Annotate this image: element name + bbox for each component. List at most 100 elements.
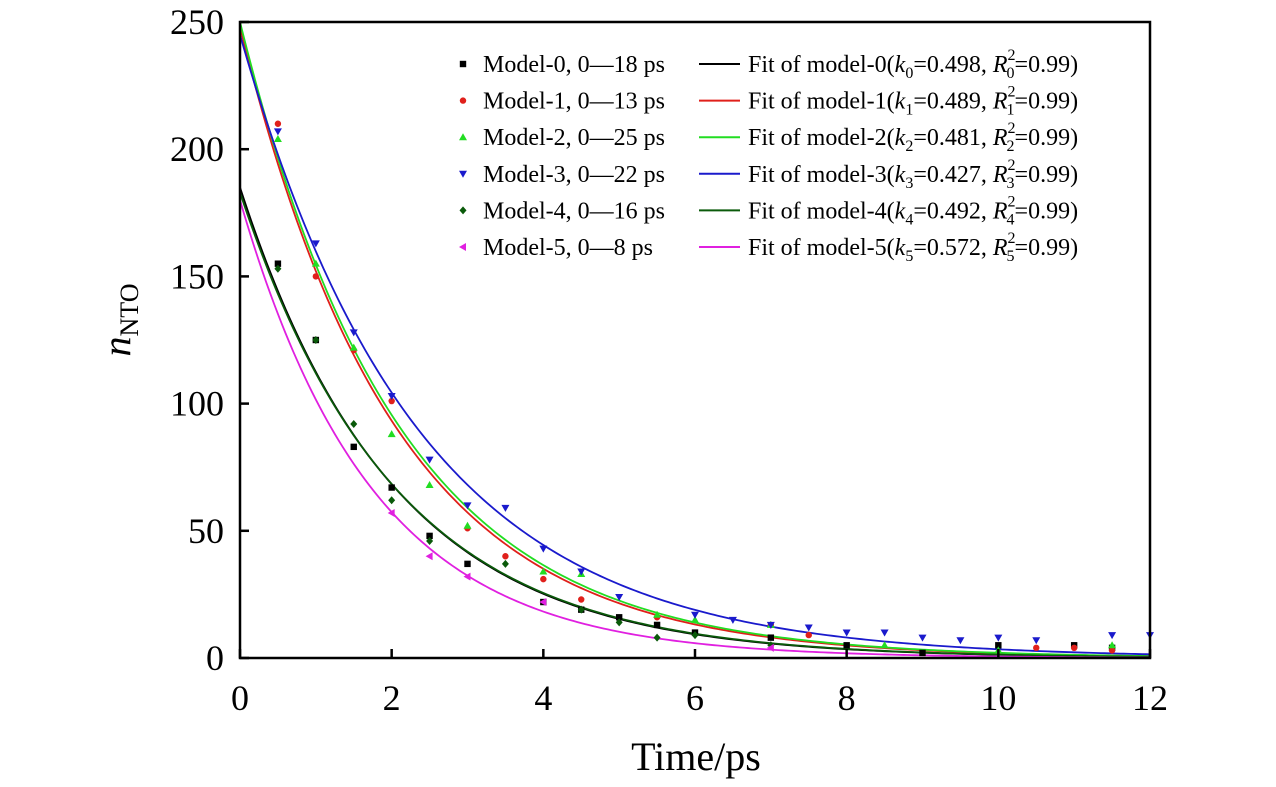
data-point-model-4 [312,336,320,344]
legend-fit-text: R [992,162,1008,188]
data-point-model-3 [501,504,510,512]
legend-fit-label-model-0: Fit of model-0(k0=0.498, R2 0=0.99) [748,47,1078,82]
data-point-model-3 [577,568,586,576]
legend-fit-text: ( [887,52,895,78]
data-point-model-2 [349,343,358,351]
data-point-model-0 [995,642,1002,649]
data-point-model-0 [843,642,850,649]
legend-fit-text: k [895,125,906,151]
legend-fit-text: 0 [1007,65,1015,82]
data-point-model-5 [425,552,433,561]
legend-fit-text: R [992,89,1008,115]
data-point-model-2 [653,610,662,618]
legend-fit-text: =0.99) [1015,89,1079,115]
x-tick-label: 2 [383,678,401,718]
data-point-model-3 [311,240,320,248]
legend-fit-text: Fit of model-1 [748,89,887,115]
legend-fit-text: 2 [905,138,913,155]
y-tick-label: 200 [170,129,224,169]
legend-fit-label-model-1: Fit of model-1(k1=0.489, R2 1=0.99) [748,84,1078,119]
data-point-model-3 [273,128,282,136]
y-tick-label: 250 [170,2,224,42]
legend-fit-label-model-4: Fit of model-4(k4=0.492, R2 4=0.99) [748,193,1078,228]
data-point-model-4 [577,605,585,614]
data-point-model-1 [388,397,395,405]
data-point-model-2 [425,481,434,489]
legend-fit-text: 4 [905,211,913,228]
data-point-model-4 [350,419,358,428]
legend-fit-text: k [895,162,906,188]
legend-fit-text: Fit of model-3 [748,162,887,188]
data-point-model-1 [1108,647,1116,654]
legend-fit-text: 1 [1007,102,1015,119]
legend-fit-text: =0.99) [1015,198,1079,224]
data-point-model-0 [767,634,775,641]
legend-fit-text: 2 [1008,157,1016,174]
data-point-model-3 [1032,637,1041,645]
data-point-model-3 [728,616,737,624]
data-point-model-4 [388,496,396,505]
legend-fit-text: =0.99) [1015,125,1079,151]
data-point-model-3 [994,634,1003,642]
data-point-model-2 [273,135,282,143]
legend-label-model-2: Model-2, 0—25 ps [483,125,665,151]
legend-fit-label-model-2: Fit of model-2(k2=0.481, R2 2=0.99) [748,120,1078,155]
legend-fit-text: 2 [1008,84,1016,101]
data-point-model-4 [615,618,623,627]
x-tick-label: 8 [838,678,856,718]
data-point-model-3 [615,593,624,601]
legend-fit-text: 2 [1008,120,1016,137]
legend-fit-text: =0.99) [1015,235,1079,261]
x-tick-label: 0 [231,678,249,718]
legend-fit-text: R [992,125,1008,151]
legend-fit-text: ( [887,235,895,261]
legend-fit-text: k [895,198,906,224]
legend-fit-text: =0.99) [1015,162,1079,188]
legend-fit-text: Fit of model-5 [748,235,887,261]
legend-marker-model-1 [459,97,467,104]
data-point-model-5 [539,598,547,607]
data-point-model-3 [1108,632,1117,640]
data-point-model-0 [615,614,623,621]
data-point-model-0 [388,484,395,491]
legend-fit-text: R [992,198,1008,224]
legend-fit-text: ( [887,125,895,151]
data-point-model-4 [653,633,661,642]
legend-fit-text: =0.572, [913,235,993,261]
legend-fit-text: =0.498, [913,52,993,78]
legend-fit-text: Fit of model-4 [748,198,887,224]
legend-fit-text: Fit of model-2 [748,125,887,151]
legend-fit-text: 2 [1007,138,1015,155]
y-tick-label: 50 [188,511,224,551]
data-point-model-1 [540,575,547,583]
legend-fit-text: k [895,52,906,78]
y-tick-label: 0 [206,638,224,678]
legend-fit-text: 0 [905,65,913,82]
data-point-model-2 [691,615,699,623]
legend-label-model-0: Model-0, 0—18 ps [483,52,665,78]
legend-fit-text: 2 [1008,47,1016,64]
legend-fit-text: 4 [1007,211,1015,228]
legend-fit-text: 5 [1007,248,1015,265]
data-points [273,120,1154,657]
x-tick-label: 10 [980,678,1016,718]
legend-fit-text: R [992,235,1008,261]
x-tick-label: 4 [534,678,552,718]
legend-fit-text: 2 [1008,230,1016,247]
data-point-model-3 [880,629,889,637]
legend-fit-text: Fit of model-0 [748,52,887,78]
data-point-model-2 [880,641,889,649]
data-point-model-3 [842,629,851,637]
legend-label-model-4: Model-4, 0—16 ps [483,198,665,224]
data-point-model-0 [274,260,282,267]
data-point-model-2 [463,521,472,529]
legend-fit-text: k [895,89,906,115]
x-tick-label: 12 [1132,678,1168,718]
legend-label-model-1: Model-1, 0—13 ps [483,89,665,115]
data-point-model-4 [501,559,509,568]
legend: Model-0, 0—18 ps Fit of model-0(k0=0.498,… [459,47,1078,265]
data-point-model-3 [766,621,775,629]
legend-marker-model-0 [459,60,467,68]
data-point-model-0 [919,649,926,657]
